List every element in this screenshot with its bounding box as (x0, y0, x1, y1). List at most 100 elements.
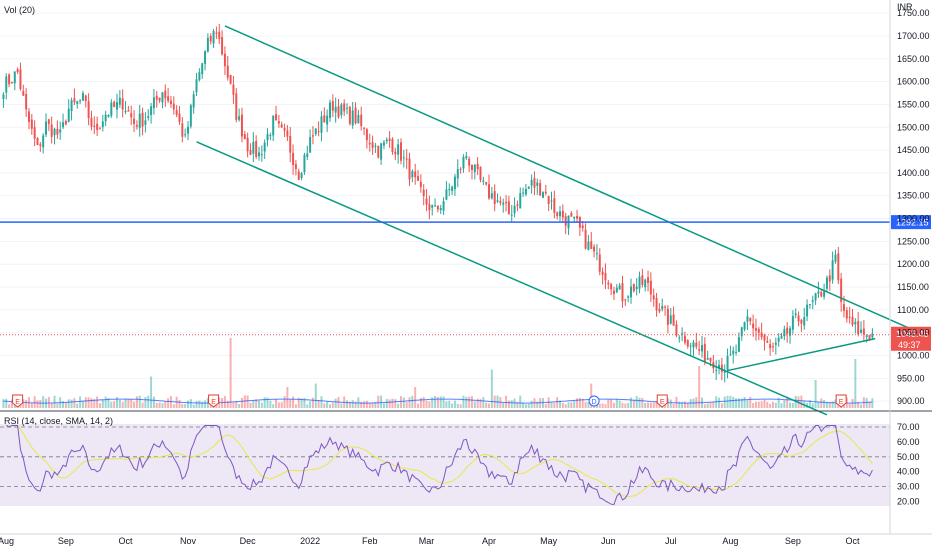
candle-body (155, 95, 158, 100)
volume-bar (786, 396, 789, 408)
rsi-indicator-label[interactable]: RSI (14, close, SMA, 14, 2) (4, 416, 113, 426)
candle-body (10, 81, 13, 83)
candle-body (235, 93, 238, 120)
volume-bar (229, 338, 232, 408)
trendlines[interactable] (196, 25, 913, 416)
candle-body (595, 253, 598, 255)
volume-bar (346, 400, 349, 408)
candle-body (527, 187, 530, 189)
volume-bar (277, 402, 280, 408)
time-axis[interactable]: Aug Sep Oct Nov Dec 2022 Feb Mar Apr May Jun Jul Aug… (0, 536, 860, 546)
rsi-tick-label: 20.00 (897, 497, 920, 507)
volume-bar (860, 404, 863, 408)
volume-bar (530, 400, 533, 408)
volume-bar (10, 399, 13, 408)
candle-body (348, 106, 351, 124)
volume-bar (598, 403, 601, 408)
time-tick-label: Aug (722, 536, 738, 546)
candle-body (198, 72, 201, 81)
candle-body (743, 322, 746, 330)
candle-body (33, 127, 36, 139)
candle-body (144, 120, 147, 125)
candle-body (311, 135, 314, 137)
volume-bar (70, 399, 73, 408)
volume-indicator-label[interactable]: Vol (20) (4, 5, 35, 15)
price-axis[interactable]: 1750.00 1700.00 1650.00 1600.00 1550.00 1500.… (897, 8, 930, 406)
volume-bar (604, 404, 607, 408)
volume-bar (857, 401, 860, 408)
candle-body (39, 144, 42, 146)
channel-trendline[interactable] (196, 141, 828, 416)
candle-body (70, 100, 73, 112)
dividend-marker[interactable] (588, 395, 600, 407)
volume-bar (649, 402, 652, 408)
candle-body (550, 200, 553, 202)
candle-body (399, 142, 402, 161)
candle-body (161, 92, 164, 103)
candle-body (825, 277, 828, 289)
candle-body (570, 213, 573, 217)
rsi-axis[interactable]: 70.00 60.00 50.00 40.00 30.00 20.00 (897, 422, 920, 507)
candle-body (363, 127, 366, 129)
earnings-marker[interactable] (656, 394, 668, 408)
candle-body (266, 133, 269, 141)
volume-bar (698, 366, 701, 408)
volume-bar (823, 400, 826, 408)
resistance-price-label: 1292.15 (896, 218, 929, 228)
candle-body (428, 204, 431, 211)
volume-bar (84, 397, 87, 408)
candle-body (862, 328, 865, 335)
volume-bar (647, 402, 650, 408)
earnings-marker[interactable] (835, 394, 847, 408)
candle-body (300, 173, 303, 179)
candle-body (754, 328, 757, 331)
volume-bar (283, 396, 286, 408)
candle-body (695, 342, 698, 347)
channel-trendline[interactable] (224, 25, 913, 331)
candle-body (564, 216, 567, 226)
volume-bar (138, 395, 141, 408)
candle-body (664, 306, 667, 308)
earnings-marker[interactable] (12, 394, 24, 408)
volume-bar (303, 397, 306, 408)
volume-bar (865, 398, 868, 408)
candle-body (289, 135, 292, 153)
candle-body (749, 317, 752, 322)
candle-body (530, 180, 533, 186)
rsi-line (6, 425, 873, 506)
volume-bar (459, 404, 462, 408)
candle-body (715, 369, 718, 371)
volume-bar (252, 400, 255, 408)
candle-body (678, 337, 681, 339)
candle-body (828, 275, 831, 282)
price-tick-label: 900.00 (897, 396, 925, 406)
volume-bar (468, 396, 471, 408)
volume-bar (328, 404, 331, 408)
volume-bar (419, 397, 422, 408)
time-tick-label: Feb (362, 536, 378, 546)
volume-bar (198, 400, 201, 408)
volume-bar (576, 398, 579, 408)
candle-body (169, 100, 172, 104)
candle-body (661, 305, 664, 310)
channel-trendline[interactable] (727, 337, 876, 372)
event-marker-label: E (839, 399, 844, 406)
volume-bar (610, 399, 613, 408)
volume-bar (374, 401, 377, 408)
volume-bar (632, 399, 635, 408)
candle-body (698, 349, 701, 351)
candle-body (556, 212, 559, 217)
candle-body (337, 106, 340, 118)
volume-bar (462, 395, 465, 408)
candle-body (323, 115, 326, 123)
earnings-marker[interactable] (208, 394, 220, 408)
candle-body (490, 193, 493, 199)
candle-body (84, 95, 87, 102)
candle-body (215, 32, 218, 34)
candle-body (141, 112, 144, 127)
candle-body (808, 304, 811, 306)
volume-bar (732, 396, 735, 408)
